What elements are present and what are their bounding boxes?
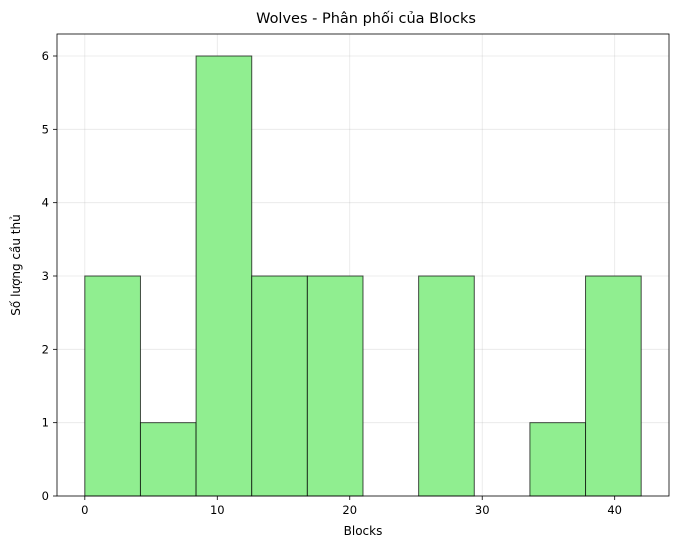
chart-title: Wolves - Phân phối của Blocks bbox=[256, 10, 476, 27]
histogram-bar bbox=[195, 55, 253, 497]
histogram-bar bbox=[529, 422, 587, 497]
y-tick-label: 6 bbox=[42, 49, 49, 63]
histogram-bar bbox=[84, 275, 141, 497]
bars bbox=[84, 55, 642, 497]
y-tick-label: 3 bbox=[42, 269, 49, 283]
x-tick-label: 40 bbox=[607, 503, 622, 517]
x-tick-label: 20 bbox=[342, 503, 357, 517]
x-axis-ticks: 0 10 20 30 40 bbox=[81, 496, 622, 517]
y-axis-label: Số lượng cầu thủ bbox=[9, 214, 23, 315]
histogram-bar bbox=[251, 275, 308, 497]
histogram-bar bbox=[139, 422, 197, 497]
axes-frame bbox=[56, 33, 670, 497]
x-tick-label: 0 bbox=[81, 503, 88, 517]
y-tick-label: 1 bbox=[42, 416, 49, 430]
histogram-bar bbox=[306, 275, 364, 497]
y-tick-label: 2 bbox=[42, 342, 49, 356]
x-axis-label: Blocks bbox=[344, 524, 383, 538]
y-tick-label: 0 bbox=[42, 489, 49, 503]
y-axis-ticks: 0 1 2 3 4 5 6 bbox=[42, 49, 57, 503]
y-tick-label: 5 bbox=[42, 122, 49, 136]
histogram-bar bbox=[585, 275, 642, 497]
y-tick-label: 4 bbox=[42, 196, 49, 210]
x-tick-label: 30 bbox=[475, 503, 490, 517]
histogram-bar bbox=[418, 275, 475, 497]
x-tick-label: 10 bbox=[210, 503, 225, 517]
